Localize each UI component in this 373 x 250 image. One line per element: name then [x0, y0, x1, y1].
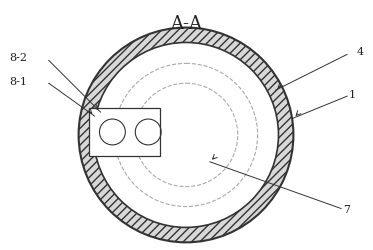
Bar [88, 108, 160, 156]
Text: 8-2: 8-2 [9, 53, 27, 63]
Text: 1: 1 [349, 90, 356, 100]
Text: 7: 7 [343, 204, 350, 214]
Text: 8-1: 8-1 [9, 77, 27, 87]
Circle shape [94, 42, 279, 228]
Circle shape [79, 28, 294, 242]
Text: A-A: A-A [170, 14, 202, 32]
Text: 4: 4 [357, 48, 364, 58]
